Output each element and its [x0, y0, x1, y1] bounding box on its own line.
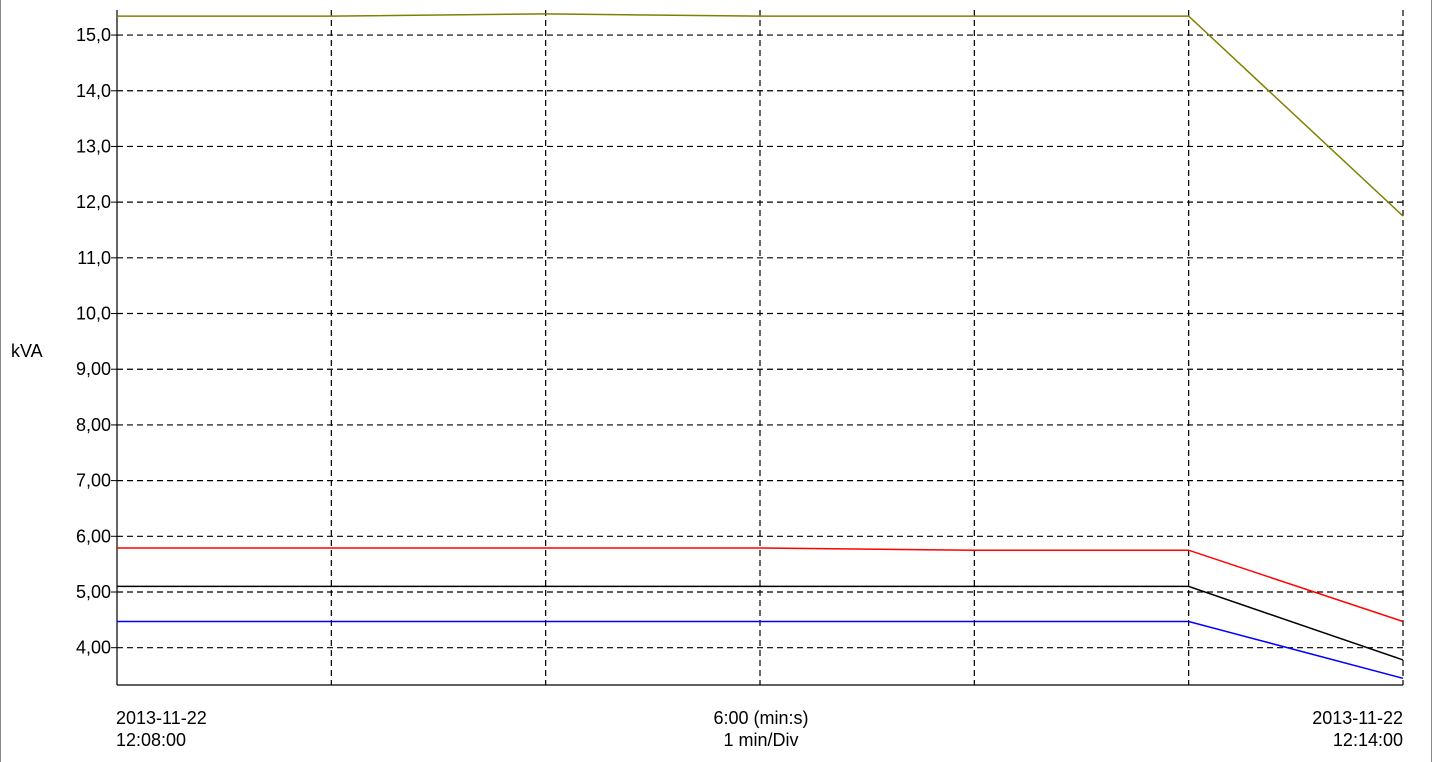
y-tick-label: 5,00 — [76, 582, 111, 602]
y-tick-label: 10,0 — [76, 304, 111, 324]
y-tick-label: 8,00 — [76, 415, 111, 435]
series-line-4 — [117, 620, 1404, 680]
x-div-label: 1 min/Div — [723, 730, 799, 750]
y-tick-label: 4,00 — [76, 638, 111, 658]
y-axis-label: kVA — [11, 341, 43, 361]
y-tick-label: 6,00 — [76, 526, 111, 546]
y-tick-label: 7,00 — [76, 471, 111, 491]
y-tick-label: 12,0 — [76, 192, 111, 212]
series-line-1 — [117, 13, 1404, 217]
x-end-date: 2013-11-22 — [1312, 708, 1403, 728]
y-tick-label: 9,00 — [76, 359, 111, 379]
y-tick-label: 14,0 — [76, 81, 111, 101]
series-line-2 — [117, 547, 1404, 623]
x-start-date: 2013-11-22 — [116, 708, 207, 728]
x-span-label: 6:00 (min:s) — [713, 708, 809, 728]
y-tick-label: 13,0 — [76, 136, 111, 156]
x-start-time: 12:08:00 — [116, 730, 187, 750]
x-end-time: 12:14:00 — [1332, 730, 1403, 750]
y-tick-label: 11,0 — [77, 248, 111, 268]
series-line-3 — [117, 585, 1404, 661]
y-tick-label: 15,0 — [76, 25, 111, 45]
